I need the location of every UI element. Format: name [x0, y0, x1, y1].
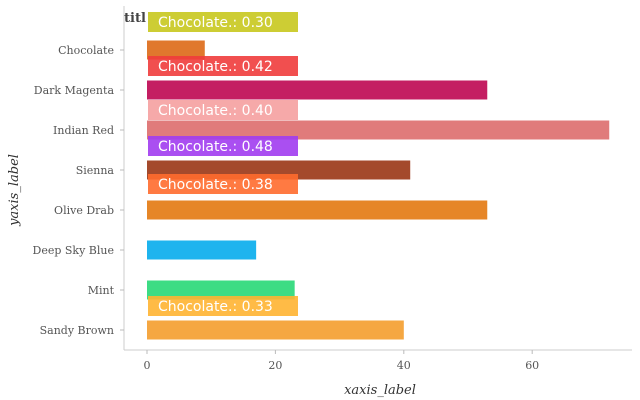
bar-olive-drab[interactable] [147, 200, 488, 220]
x-tick-label: 0 [144, 359, 151, 372]
tooltip-text: Chocolate.: 0.30 [158, 15, 273, 31]
tooltip-background [148, 296, 298, 316]
bar-sandy-brown[interactable] [147, 320, 404, 340]
bar-mint[interactable] [147, 280, 295, 300]
bar-indian-red[interactable] [147, 120, 610, 140]
y-tick-label: Chocolate [58, 44, 114, 57]
bar-dark-magenta[interactable] [147, 80, 488, 100]
bar-chocolate[interactable] [147, 40, 205, 60]
x-axis-label: xaxis_label [344, 383, 416, 398]
tooltip-text: Chocolate.: 0.48 [158, 139, 273, 155]
y-tick-label: Indian Red [53, 124, 114, 137]
tooltip-box: Chocolate.: 0.30 [148, 12, 298, 32]
tooltip-background [148, 174, 298, 194]
tooltip-background [148, 100, 298, 120]
y-tick-label: Mint [88, 284, 115, 297]
bar-deep-sky-blue[interactable] [147, 240, 257, 260]
tooltip-box: Chocolate.: 0.38 [148, 174, 298, 194]
tooltip-background [148, 136, 298, 156]
y-axis-label: yaxis_label [7, 154, 22, 227]
y-tick-label: Olive Drab [54, 204, 114, 217]
tooltip-text: Chocolate.: 0.38 [158, 177, 273, 193]
tooltip-box: Chocolate.: 0.40 [148, 100, 298, 120]
tooltip-box: Chocolate.: 0.33 [148, 296, 298, 316]
y-tick-label: Dark Magenta [34, 84, 115, 97]
x-tick-label: 60 [525, 359, 539, 372]
x-tick-label: 40 [397, 359, 411, 372]
tooltip-text: Chocolate.: 0.42 [158, 59, 273, 75]
tooltip-background [148, 56, 298, 76]
x-tick-label: 20 [268, 359, 282, 372]
tooltip-text: Chocolate.: 0.33 [158, 299, 273, 315]
tooltip-background [148, 12, 298, 32]
tooltip-text: Chocolate.: 0.40 [158, 103, 273, 119]
y-tick-label: Sienna [76, 164, 115, 177]
chart-title: titl [124, 11, 146, 26]
tooltip-box: Chocolate.: 0.42 [148, 56, 298, 76]
y-tick-label: Deep Sky Blue [33, 244, 115, 257]
tooltip-box: Chocolate.: 0.48 [148, 136, 298, 156]
y-tick-label: Sandy Brown [40, 324, 114, 337]
